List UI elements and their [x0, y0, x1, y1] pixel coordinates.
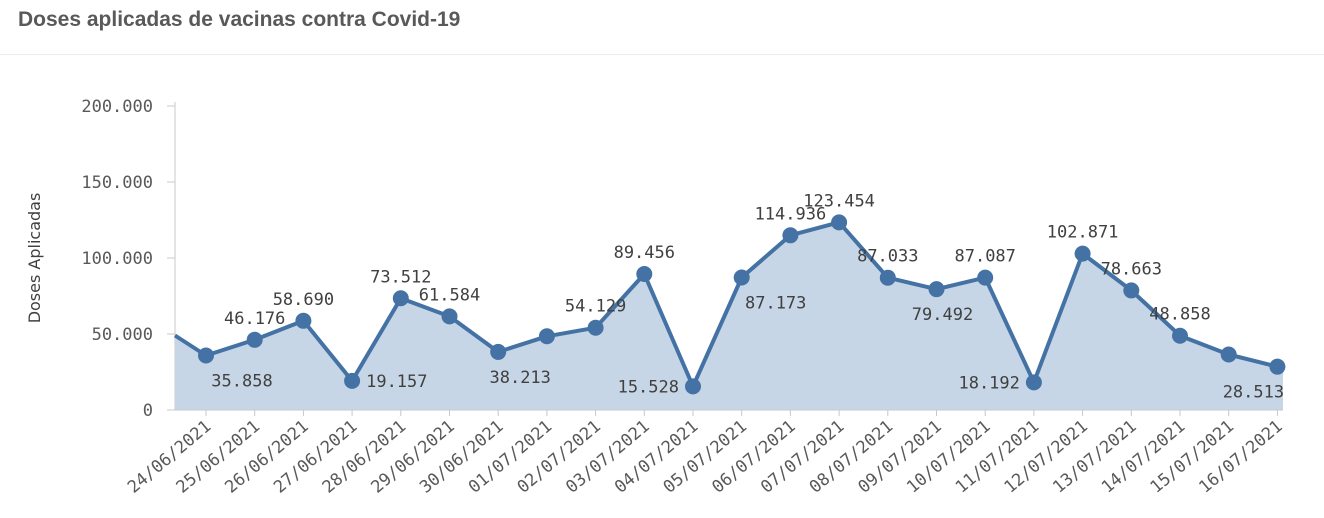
series-line — [173, 220, 1278, 389]
data-point-30-06-2021 — [490, 343, 507, 360]
chart-title: Doses aplicadas de vacinas contra Covid-… — [18, 8, 461, 31]
data-points — [198, 214, 1286, 395]
data-label: 18.192 — [958, 373, 1019, 393]
y-tick-label: 0 — [143, 401, 153, 421]
x-axis: 24/06/202125/06/202126/06/202127/06/2021… — [124, 410, 1287, 498]
data-point-01-07-2021 — [538, 328, 555, 345]
area-fill — [175, 222, 1283, 411]
data-label: 46.176 — [224, 309, 285, 329]
data-point-25-06-2021 — [246, 331, 263, 348]
data-point-27-06-2021 — [344, 372, 361, 389]
data-point-29-06-2021 — [441, 308, 458, 325]
y-axis-title: Doses Aplicadas — [25, 193, 44, 324]
data-label: 79.492 — [912, 305, 973, 325]
y-tick-label: 50.000 — [92, 325, 153, 345]
data-label: 61.584 — [419, 285, 480, 305]
data-point-12-07-2021 — [1074, 245, 1091, 262]
data-point-16-07-2021 — [1269, 358, 1286, 375]
data-label: 87.087 — [954, 247, 1015, 267]
data-point-28-06-2021 — [392, 290, 409, 307]
data-label: 87.173 — [745, 293, 806, 313]
data-point-08-07-2021 — [879, 269, 896, 286]
data-label: 73.512 — [370, 267, 431, 287]
data-point-14-07-2021 — [1172, 327, 1188, 344]
y-tick-label: 150.000 — [81, 173, 153, 193]
data-label: 87.033 — [857, 247, 918, 267]
y-tick-label: 100.000 — [81, 249, 153, 269]
data-label: 19.157 — [366, 372, 427, 392]
data-label: 54.129 — [565, 297, 626, 317]
data-label: 28.513 — [1223, 383, 1284, 403]
data-point-11-07-2021 — [1025, 374, 1042, 391]
y-axis: 0 50.000 100.000 150.000 200.000 Doses Aplica… — [25, 97, 176, 421]
y-tick-label: 200.000 — [81, 97, 153, 117]
data-point-09-07-2021 — [928, 281, 945, 298]
data-point-24-06-2021 — [198, 347, 214, 364]
data-label: 38.213 — [489, 368, 550, 388]
data-label: 78.663 — [1101, 259, 1162, 279]
data-label: 15.528 — [618, 377, 679, 397]
data-point-06-07-2021 — [782, 227, 799, 244]
data-point-03-07-2021 — [636, 266, 653, 283]
title-divider — [0, 54, 1324, 55]
data-label: 114.936 — [755, 204, 827, 224]
data-label: 123.454 — [803, 191, 875, 211]
data-label: 58.690 — [273, 290, 334, 310]
data-point-04-07-2021 — [685, 378, 701, 395]
data-label: 35.858 — [211, 371, 272, 391]
data-point-13-07-2021 — [1123, 282, 1140, 299]
data-point-02-07-2021 — [587, 319, 604, 336]
area-polygon — [175, 222, 1283, 410]
data-point-07-07-2021 — [831, 214, 848, 231]
data-point-15-07-2021 — [1220, 346, 1237, 363]
data-label: 48.858 — [1149, 305, 1210, 325]
data-point-26-06-2021 — [295, 312, 312, 329]
data-label: 102.871 — [1047, 223, 1119, 243]
data-point-05-07-2021 — [733, 269, 750, 286]
data-label: 89.456 — [614, 243, 675, 263]
data-point-10-07-2021 — [977, 269, 994, 286]
series-polyline — [173, 220, 1278, 389]
